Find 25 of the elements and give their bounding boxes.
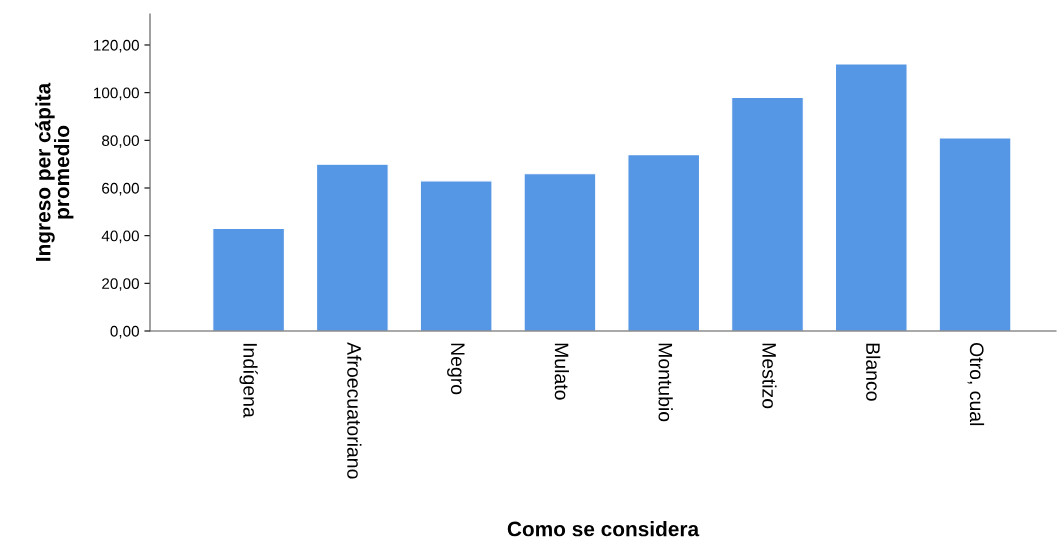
- x-tick-label: Mulato: [554, 343, 569, 400]
- y-tick-label: 80,00: [102, 135, 139, 148]
- y-tick-label: 60,00: [102, 182, 139, 196]
- bar: [212, 227, 285, 331]
- x-tick-label: Negro: [447, 343, 465, 395]
- bar: [731, 96, 804, 331]
- x-tick-label: Otro, cual: [967, 343, 985, 426]
- x-tick-label: Afroecuatoriano: [347, 342, 362, 479]
- x-tick-label: Montubio: [658, 343, 673, 422]
- x-axis-title: Como se considera: [507, 521, 700, 537]
- y-tick-label: 120,00: [94, 39, 139, 53]
- bar: [834, 63, 908, 331]
- bar: [316, 163, 389, 331]
- bar: [627, 154, 701, 331]
- y-tick-label: 100,00: [94, 87, 139, 101]
- y-tick-label: 20,00: [102, 278, 139, 291]
- bar: [523, 173, 597, 331]
- x-tick-label: Mestizo: [762, 343, 777, 409]
- bar: [419, 180, 493, 331]
- bar: [938, 137, 1012, 331]
- x-tick-label: Indígena: [239, 343, 258, 418]
- y-tick-label: 0,00: [110, 325, 139, 339]
- y-tick-label: 40,00: [101, 230, 139, 244]
- x-tick-label: Blanco: [866, 343, 881, 401]
- y-axis-title: Ingreso per cápita promedio: [35, 82, 74, 261]
